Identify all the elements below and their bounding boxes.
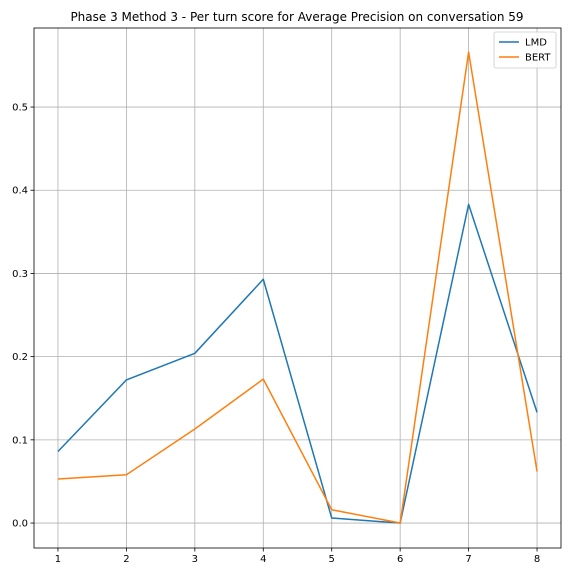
y-tick-label: 0.0	[12, 519, 28, 530]
x-tick-label: 3	[192, 554, 198, 565]
legend-label-lmd: LMD	[525, 38, 547, 49]
axis-ticks: 1 2 3 4 5 6 7 8 0.0 0.1 0.2 0.3 0.4 0.5	[12, 103, 540, 565]
chart-title: Phase 3 Method 3 - Per turn score for Av…	[70, 10, 523, 24]
x-tick-label: 5	[329, 554, 335, 565]
y-tick-label: 0.1	[12, 435, 28, 446]
y-tick-label: 0.2	[12, 352, 28, 363]
legend: LMD BERT	[493, 31, 557, 69]
y-tick-label: 0.3	[12, 269, 28, 280]
series-line-lmd	[57, 203, 538, 524]
plot-area-frame	[33, 27, 562, 549]
y-tick-label: 0.4	[12, 186, 28, 197]
y-tick-label: 0.5	[12, 103, 28, 114]
x-tick-label: 8	[534, 554, 540, 565]
x-tick-label: 2	[123, 554, 129, 565]
series-line-bert	[57, 51, 538, 524]
series-lines	[57, 51, 538, 524]
x-tick-label: 4	[260, 554, 266, 565]
legend-box	[493, 31, 557, 69]
grid-lines	[34, 28, 561, 548]
legend-label-bert: BERT	[525, 53, 551, 64]
x-tick-label: 1	[55, 554, 61, 565]
x-tick-label: 7	[465, 554, 471, 565]
x-tick-label: 6	[397, 554, 403, 565]
